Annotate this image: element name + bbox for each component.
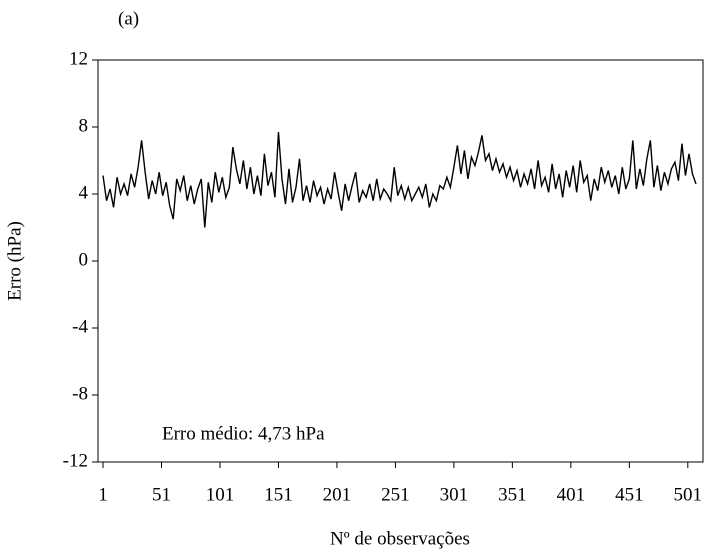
x-tick-label: 401 [557,484,586,505]
y-tick-label: 12 [69,48,88,69]
y-tick-label: -8 [72,383,88,404]
x-tick-label: 251 [381,484,410,505]
x-tick-label: 1 [98,484,108,505]
data-line [102,131,697,228]
x-tick-label: 101 [206,484,235,505]
x-tick-label: 151 [264,484,293,505]
x-tick-label: 451 [615,484,644,505]
y-tick-label: -4 [72,316,88,337]
y-tick-label: -12 [63,450,88,471]
x-tick-label: 301 [440,484,469,505]
annotation: Erro médio: 4,73 hPa [162,423,325,444]
y-tick-label: 8 [79,115,89,136]
x-tick-label: 201 [323,484,352,505]
x-tick-label: 51 [152,484,171,505]
plot-frame [97,59,704,463]
chart-title: (a) [118,8,139,29]
y-axis-label: Erro (hPa) [4,221,25,301]
y-tick-label: 0 [79,249,89,270]
y-tick-label: 4 [79,182,89,203]
x-tick-label: 351 [498,484,527,505]
x-axis-label: Nº de observações [330,528,470,549]
x-tick-label: 501 [674,484,703,505]
